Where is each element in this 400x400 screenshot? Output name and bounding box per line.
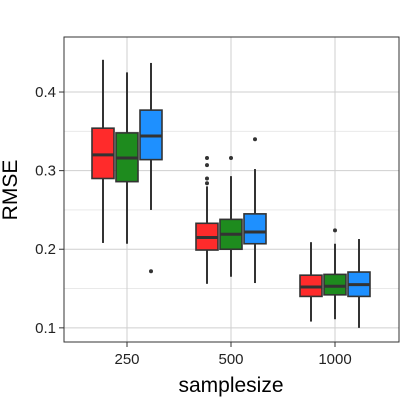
outlier-point	[205, 163, 209, 168]
box-group	[115, 72, 139, 244]
outlier-point	[229, 156, 233, 161]
box-group	[219, 156, 243, 277]
box-series	[91, 59, 371, 328]
outlier-point	[253, 137, 257, 142]
box-group	[195, 156, 219, 284]
y-axis: 0.1 0.2 0.3 0.4	[35, 84, 64, 337]
outlier-point	[149, 269, 153, 274]
x-tick-label: 250	[114, 351, 139, 368]
x-axis: 250 500 1000	[114, 342, 352, 368]
outlier-point	[205, 181, 209, 186]
box	[323, 273, 347, 296]
box-group	[299, 242, 323, 322]
y-tick-label: 0.1	[35, 320, 56, 337]
box-group	[91, 59, 115, 243]
y-axis-title: RMSE	[0, 160, 22, 221]
box-group	[347, 239, 371, 328]
outlier-point	[205, 156, 209, 161]
outlier-point	[333, 228, 337, 233]
y-tick-label: 0.2	[35, 241, 56, 258]
x-tick-label: 1000	[318, 351, 351, 368]
box-group	[323, 228, 347, 320]
y-tick-label: 0.4	[35, 84, 56, 101]
y-tick-label: 0.3	[35, 163, 56, 180]
x-tick-label: 500	[218, 351, 243, 368]
box-group	[243, 137, 267, 284]
box-group	[139, 62, 163, 274]
x-axis-title: samplesize	[178, 374, 283, 397]
outlier-point	[205, 176, 209, 181]
box	[243, 213, 267, 245]
box	[91, 127, 115, 180]
